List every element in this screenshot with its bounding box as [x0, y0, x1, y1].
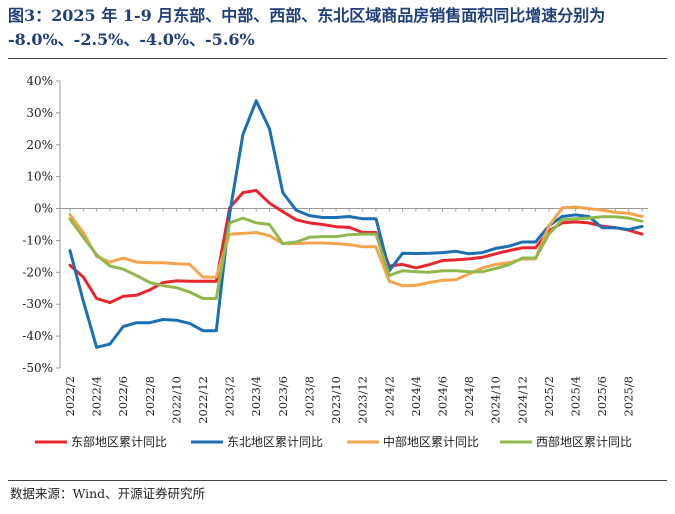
x-tick-label: 2022/6: [116, 376, 130, 416]
bottom-rule: [8, 480, 667, 481]
y-tick-label: 40%: [26, 74, 53, 88]
legend-label: 西部地区累计同比: [536, 434, 632, 449]
x-tick-label: 2023/4: [249, 376, 263, 416]
y-tick-label: -10%: [22, 233, 53, 247]
top-rule: [8, 58, 667, 59]
x-tick-label: 2023/6: [276, 376, 290, 416]
x-tick-label: 2025/6: [595, 376, 609, 416]
legend-label: 中部地区累计同比: [383, 434, 479, 449]
x-tick-label: 2022/4: [90, 376, 104, 416]
chart-legend: 东部地区累计同比 东北地区累计同比 中部地区累计同比 西部地区累计同比: [35, 434, 632, 449]
x-tick-label: 2025/4: [568, 376, 582, 416]
x-tick-label: 2023/12: [356, 376, 370, 424]
x-tick-label: 2022/12: [196, 376, 210, 424]
x-tick-label: 2022/10: [169, 376, 183, 424]
y-tick-label: -30%: [22, 297, 53, 311]
legend-label: 东北地区累计同比: [227, 435, 323, 449]
x-tick-label: 2024/6: [435, 376, 449, 416]
x-tick-label: 2022/8: [143, 376, 157, 416]
chart-lines: [68, 99, 644, 349]
x-tick-label: 2025/8: [622, 376, 636, 416]
y-tick-label: -40%: [22, 329, 53, 343]
figure-title: 图3：2025 年 1-9 月东部、中部、西部、东北区域商品房销售面积同比增速分…: [8, 6, 606, 49]
series-line-3: [68, 215, 644, 300]
y-tick-label: 0%: [34, 202, 53, 216]
x-tick-label: 2023/10: [329, 376, 343, 424]
chart-axes: 40% 30% 20% 10% 0% -10% -20% -30% -40% -50% 2022/2…: [22, 74, 648, 424]
x-tick-label: 2024/8: [462, 376, 476, 416]
source-note: 数据来源：Wind、开源证券研究所: [10, 486, 206, 501]
y-tick-label: -50%: [22, 361, 53, 375]
x-tick-label: 2024/10: [489, 376, 503, 424]
legend-label: 东部地区累计同比: [71, 434, 167, 449]
y-tick-label: -20%: [22, 265, 53, 279]
series-line-2: [68, 205, 644, 288]
x-tick-label: 2023/8: [302, 376, 316, 416]
x-tick-label: 2022/2: [63, 376, 77, 416]
y-tick-label: 20%: [26, 138, 53, 152]
x-tick-label: 2024/2: [382, 376, 396, 416]
x-tick-label: 2024/12: [515, 376, 529, 424]
y-tick-label: 10%: [26, 170, 53, 184]
x-tick-label: 2025/2: [542, 376, 556, 416]
x-tick-label: 2023/2: [223, 376, 237, 416]
x-tick-label: 2024/4: [409, 376, 423, 416]
y-tick-label: 30%: [26, 106, 53, 120]
